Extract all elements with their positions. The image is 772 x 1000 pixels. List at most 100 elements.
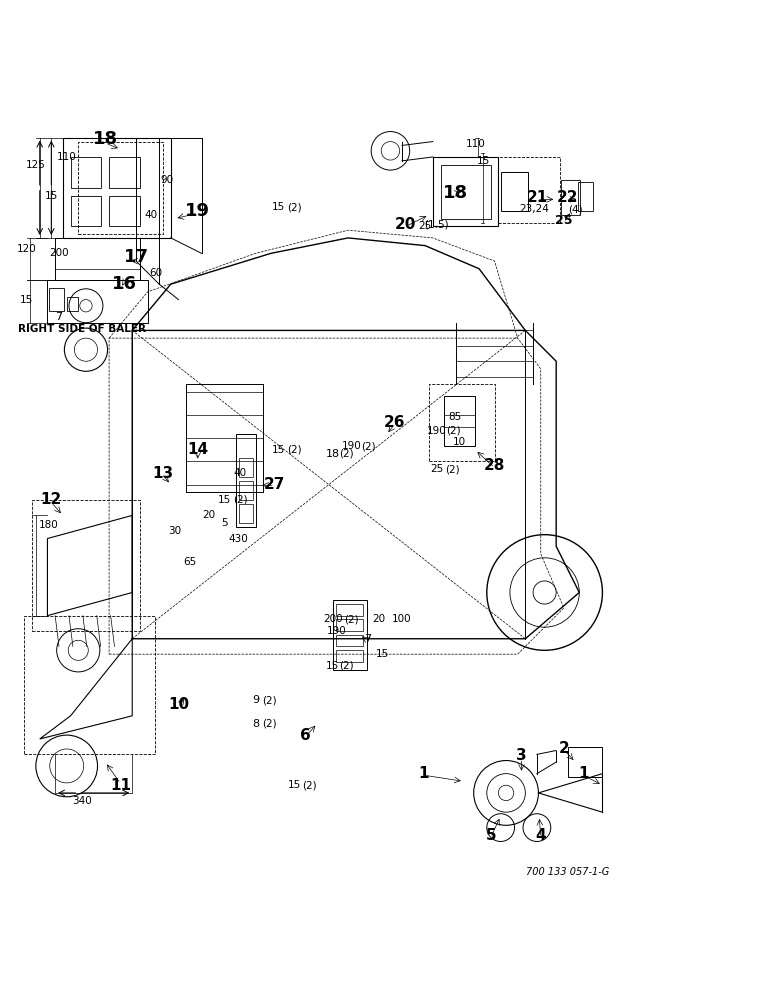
Text: 22: 22 [557,190,578,205]
Text: 30: 30 [168,526,181,536]
Text: 13: 13 [153,466,174,481]
Text: (2): (2) [286,202,301,212]
Bar [560,180,580,215]
Text: 27: 27 [264,477,286,492]
Bar [501,172,527,211]
Bar [70,196,101,226]
Text: 12: 12 [41,492,62,508]
Bar [63,138,171,238]
Text: 15: 15 [218,495,232,505]
Text: 15: 15 [476,156,489,166]
Bar [70,157,101,188]
Text: 25: 25 [430,464,443,474]
Bar [78,142,163,234]
Bar [337,619,364,631]
Text: 15: 15 [287,780,301,790]
Text: 25: 25 [418,221,432,231]
Text: 7: 7 [56,312,63,322]
Text: 5: 5 [486,828,496,843]
Text: 15: 15 [326,661,339,671]
Text: 20: 20 [395,217,417,232]
Text: 15: 15 [272,202,286,212]
Text: (2): (2) [344,614,359,624]
Bar [32,500,140,631]
Text: 10: 10 [453,437,466,447]
Text: 19: 19 [185,202,210,220]
Text: 430: 430 [229,534,249,544]
Bar [239,481,253,500]
Bar [109,157,140,188]
Text: 85: 85 [448,412,461,422]
Bar [47,280,147,323]
Text: 7: 7 [364,634,371,644]
Bar [567,747,602,777]
Text: (2): (2) [302,780,317,790]
Bar [236,434,256,527]
Text: 90: 90 [161,175,174,185]
Bar [433,157,499,226]
Bar [66,297,78,311]
Text: 1: 1 [578,766,588,781]
Text: 5: 5 [222,518,228,528]
Text: 6: 6 [300,728,311,743]
Text: 23,24: 23,24 [520,204,550,214]
Text: 25: 25 [555,214,573,227]
Text: RIGHT SIDE OF BALER: RIGHT SIDE OF BALER [18,324,146,334]
Bar [577,182,593,211]
Text: 100: 100 [392,614,411,624]
Bar [499,157,560,223]
Bar [109,196,140,226]
Text: 200: 200 [323,614,343,624]
Text: 15: 15 [45,191,58,201]
Bar [337,635,364,646]
Text: 14: 14 [187,442,208,457]
Bar [333,600,367,670]
Text: 15: 15 [376,649,389,659]
Text: (2): (2) [262,695,276,705]
Text: (2): (2) [361,441,376,451]
Text: 4: 4 [536,828,546,843]
Text: 40: 40 [145,210,158,220]
Text: 700 133 057-1-G: 700 133 057-1-G [526,867,609,877]
Text: 40: 40 [234,468,247,478]
Bar [337,650,364,662]
Text: 2: 2 [558,741,569,756]
Text: (2): (2) [286,445,301,455]
Bar [239,458,253,477]
Text: 16: 16 [112,275,137,293]
Text: 1: 1 [418,766,428,781]
Text: 190: 190 [342,441,362,451]
Text: 125: 125 [26,160,46,170]
Text: (2): (2) [446,426,461,436]
Text: 60: 60 [149,268,162,278]
Text: 190: 190 [327,626,347,636]
Text: 110: 110 [57,152,76,162]
Text: 26: 26 [384,415,405,430]
Bar [429,384,495,461]
Bar [49,288,64,311]
Text: 3: 3 [516,748,527,763]
Bar [337,604,364,616]
Text: 17: 17 [124,248,148,266]
Text: 9: 9 [252,695,259,705]
Text: 15: 15 [20,295,33,305]
Text: 15: 15 [272,445,286,455]
Text: 190: 190 [427,426,446,436]
Text: 18: 18 [93,130,118,148]
Text: 10: 10 [168,697,189,712]
Text: 180: 180 [39,520,59,530]
Text: 110: 110 [466,139,485,149]
Text: 65: 65 [184,557,197,567]
Text: 18: 18 [326,449,340,459]
Text: 28: 28 [484,458,505,473]
Text: (4): (4) [568,204,583,214]
Text: (2): (2) [339,449,354,459]
Text: 120: 120 [17,244,36,254]
Text: 20: 20 [203,510,216,520]
Text: 340: 340 [73,796,92,806]
Bar [445,396,476,446]
Text: (2): (2) [233,495,248,505]
Text: (2): (2) [262,719,276,729]
Text: (1.5): (1.5) [425,219,449,229]
Text: (2): (2) [445,464,459,474]
